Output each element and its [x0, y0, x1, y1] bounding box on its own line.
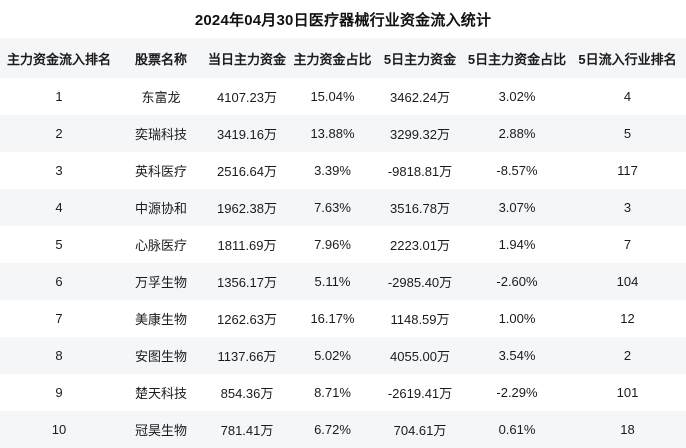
rank-cell: 1 [55, 89, 63, 104]
table-row: 8 安图生物 1137.66万 5.02% 4055.00万 3.54% 2 [0, 337, 686, 374]
table-header: 主力资金流入排名 股票名称 当日主力资金 主力资金占比 5日主力资金 5日主力资… [0, 38, 686, 78]
five-day-pct-cell: 0.61% [498, 422, 536, 437]
rank-cell: 8 [55, 348, 63, 363]
stock-name-cell: 心脉医疗 [134, 238, 187, 253]
five-day-main-cell: 4055.00万 [390, 349, 450, 364]
title-bar: 2024年04月30日医疗器械行业资金流入统计 [0, 0, 686, 38]
rank-cell: 7 [55, 311, 63, 326]
five-day-rank-cell: 2 [623, 348, 632, 363]
five-day-rank-cell: 101 [616, 385, 639, 400]
table-row: 1 东富龙 4107.23万 15.04% 3462.24万 3.02% 4 [0, 78, 686, 115]
five-day-pct-cell: 3.07% [498, 200, 536, 215]
stock-name-cell: 东富龙 [141, 90, 181, 105]
five-day-main-cell: 3516.78万 [390, 201, 450, 216]
day-main-cell: 1962.38万 [217, 201, 277, 216]
day-pct-cell: 3.39% [314, 163, 351, 178]
five-day-main-cell: -2619.41万 [387, 386, 453, 401]
col-header-day-pct: 主力资金占比 [290, 38, 375, 78]
five-day-pct-cell: -2.29% [496, 385, 538, 400]
table-row: 10 冠昊生物 781.41万 6.72% 704.61万 0.61% 18 [0, 411, 686, 448]
table-row: 2 奕瑞科技 3419.16万 13.88% 3299.32万 2.88% 5 [0, 115, 686, 152]
five-day-rank-cell: 4 [623, 89, 632, 104]
rank-cell: 3 [55, 163, 63, 178]
col-header-five-day-main: 5日主力资金 [375, 38, 465, 78]
day-pct-cell: 5.11% [314, 274, 351, 289]
table-row: 7 美康生物 1262.63万 16.17% 1148.59万 1.00% 12 [0, 300, 686, 337]
five-day-main-cell: -2985.40万 [387, 275, 453, 290]
day-pct-cell: 5.02% [314, 348, 351, 363]
five-day-pct-cell: 3.54% [498, 348, 536, 363]
rank-cell: 6 [55, 274, 63, 289]
stock-name-cell: 美康生物 [134, 312, 187, 327]
table-body: 1 东富龙 4107.23万 15.04% 3462.24万 3.02% 4 2 奕瑞科技 341… [0, 78, 686, 448]
stock-name-cell: 冠昊生物 [134, 423, 187, 438]
day-pct-cell: 16.17% [310, 311, 355, 326]
stock-name-cell: 楚天科技 [134, 386, 187, 401]
five-day-pct-cell: 2.88% [498, 126, 536, 141]
day-pct-cell: 13.88% [310, 126, 355, 141]
five-day-main-cell: 1148.59万 [390, 312, 450, 327]
table-row: 5 心脉医疗 1811.69万 7.96% 2223.01万 1.94% 7 [0, 226, 686, 263]
rank-cell: 5 [55, 237, 63, 252]
rank-cell: 4 [55, 200, 63, 215]
day-main-cell: 4107.23万 [217, 90, 277, 105]
col-header-day-main: 当日主力资金 [204, 38, 290, 78]
stock-name-cell: 安图生物 [134, 349, 187, 364]
five-day-main-cell: 3299.32万 [390, 127, 450, 142]
col-header-five-day-rank: 5日流入行业排名 [569, 38, 686, 78]
col-header-five-day-pct: 5日主力资金占比 [465, 38, 569, 78]
five-day-rank-cell: 117 [617, 163, 638, 178]
day-main-cell: 1811.69万 [217, 238, 277, 253]
table-row: 9 楚天科技 854.36万 8.71% -2619.41万 -2.29% 101 [0, 374, 686, 411]
five-day-main-cell: 3462.24万 [390, 90, 450, 105]
five-day-pct-cell: -8.57% [496, 163, 538, 178]
day-pct-cell: 6.72% [314, 422, 351, 437]
five-day-main-cell: 2223.01万 [390, 238, 450, 253]
five-day-main-cell: 704.61万 [393, 423, 447, 438]
col-header-stock-name: 股票名称 [118, 38, 204, 78]
stock-name-cell: 中源协和 [134, 201, 187, 216]
stock-name-cell: 万孚生物 [134, 275, 187, 290]
table-row: 3 英科医疗 2516.64万 3.39% -9818.81万 -8.57% 117 [0, 152, 686, 189]
day-main-cell: 854.36万 [220, 386, 274, 401]
five-day-main-cell: -9818.81万 [387, 164, 453, 179]
day-pct-cell: 8.71% [314, 385, 351, 400]
day-main-cell: 3419.16万 [217, 127, 277, 142]
day-pct-cell: 7.63% [314, 200, 351, 215]
five-day-rank-cell: 104 [616, 274, 639, 289]
col-header-rank: 主力资金流入排名 [0, 38, 118, 78]
day-main-cell: 1137.66万 [217, 349, 277, 364]
page-title: 2024年04月30日医疗器械行业资金流入统计 [194, 11, 492, 29]
table-header-row: 主力资金流入排名 股票名称 当日主力资金 主力资金占比 5日主力资金 5日主力资… [0, 38, 686, 78]
table-row: 6 万孚生物 1356.17万 5.11% -2985.40万 -2.60% 104 [0, 263, 686, 300]
five-day-rank-cell: 5 [623, 126, 632, 141]
five-day-pct-cell: 1.94% [498, 237, 536, 252]
capital-inflow-table: 主力资金流入排名 股票名称 当日主力资金 主力资金占比 5日主力资金 5日主力资… [0, 38, 686, 448]
day-main-cell: 1356.17万 [217, 275, 277, 290]
day-pct-cell: 15.04% [310, 89, 355, 104]
rank-cell: 10 [51, 422, 67, 437]
day-main-cell: 781.41万 [220, 423, 274, 438]
five-day-rank-cell: 7 [623, 237, 632, 252]
five-day-rank-cell: 18 [620, 422, 635, 437]
stock-name-cell: 英科医疗 [134, 164, 187, 179]
day-pct-cell: 7.96% [314, 237, 351, 252]
five-day-rank-cell: 12 [620, 311, 635, 326]
five-day-rank-cell: 3 [623, 200, 632, 215]
stock-name-cell: 奕瑞科技 [134, 127, 187, 142]
rank-cell: 9 [55, 385, 63, 400]
five-day-pct-cell: -2.60% [496, 274, 538, 289]
table-row: 4 中源协和 1962.38万 7.63% 3516.78万 3.07% 3 [0, 189, 686, 226]
five-day-pct-cell: 1.00% [498, 311, 536, 326]
five-day-pct-cell: 3.02% [498, 89, 536, 104]
day-main-cell: 1262.63万 [217, 312, 277, 327]
day-main-cell: 2516.64万 [217, 164, 277, 179]
rank-cell: 2 [55, 126, 63, 141]
